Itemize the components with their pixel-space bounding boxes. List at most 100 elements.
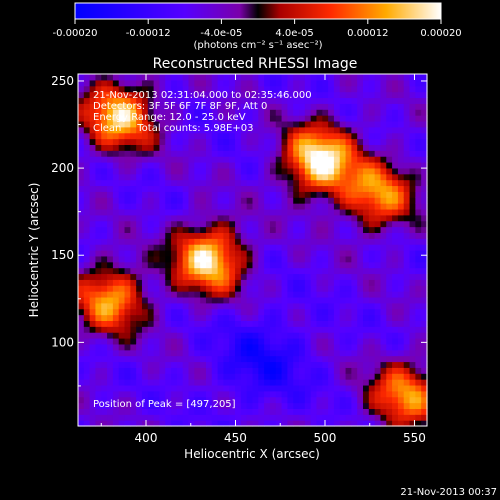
heatmap-cell — [153, 132, 161, 140]
heatmap-cell — [322, 232, 329, 239]
heatmap-cell — [310, 244, 318, 251]
heatmap-cell — [141, 220, 149, 228]
heatmap-cell — [95, 273, 102, 280]
heatmap-cell — [281, 120, 288, 128]
heatmap-cell — [223, 255, 230, 263]
heatmap-cell — [386, 238, 393, 245]
heatmap-cell — [415, 250, 422, 257]
heatmap-cell — [246, 91, 254, 99]
heatmap-cell — [107, 338, 114, 345]
heatmap-cell — [136, 355, 143, 363]
heatmap-cell — [363, 238, 370, 245]
heatmap-cell — [403, 244, 411, 251]
heatmap-cell — [328, 238, 335, 245]
heatmap-cell — [118, 138, 126, 145]
heatmap-cell — [415, 367, 422, 374]
heatmap-cell — [165, 250, 172, 257]
heatmap-cell — [83, 226, 91, 233]
heatmap-cell — [124, 203, 131, 210]
heatmap-cell — [299, 291, 306, 298]
heatmap-cell — [287, 126, 294, 134]
heatmap-cell — [339, 355, 347, 363]
heatmap-cell — [118, 156, 126, 163]
heatmap-cell — [171, 132, 178, 140]
heatmap-cell — [141, 420, 149, 427]
heatmap-cell — [281, 414, 288, 421]
heatmap-cell — [107, 191, 114, 198]
heatmap-cell — [328, 79, 335, 87]
heatmap-cell — [403, 367, 411, 374]
heatmap-cell — [339, 185, 347, 192]
heatmap-cell — [333, 85, 341, 93]
heatmap-cell — [124, 120, 131, 128]
heatmap-cell — [363, 179, 370, 187]
heatmap-cell — [194, 302, 201, 310]
heatmap-cell — [217, 285, 225, 292]
heatmap-cell — [386, 120, 393, 128]
heatmap-cell — [205, 214, 213, 222]
heatmap-cell — [392, 326, 399, 333]
heatmap-cell — [351, 349, 358, 357]
heatmap-cell — [333, 109, 341, 116]
heatmap-cell — [101, 109, 108, 116]
heatmap-cell — [217, 296, 225, 304]
heatmap-cell — [345, 379, 352, 386]
heatmap-cell — [397, 408, 405, 415]
heatmap-cell — [316, 97, 323, 104]
heatmap-cell — [368, 244, 376, 251]
heatmap-cell — [188, 273, 195, 280]
heatmap-cell — [363, 126, 370, 134]
heatmap-cell — [223, 326, 230, 333]
heatmap-cell — [235, 373, 242, 380]
heatmap-cell — [304, 179, 312, 187]
heatmap-cell — [107, 267, 114, 275]
heatmap-cell — [269, 226, 277, 233]
heatmap-cell — [363, 167, 370, 175]
heatmap-cell — [83, 185, 91, 192]
heatmap-cell — [252, 255, 259, 263]
heatmap-cell — [339, 314, 347, 321]
heatmap-cell — [351, 355, 358, 363]
heatmap-cell — [200, 343, 207, 351]
heatmap-cell — [357, 97, 364, 104]
heatmap-cell — [252, 402, 259, 409]
heatmap-cell — [403, 156, 411, 163]
heatmap-cell — [299, 332, 306, 339]
heatmap-cell — [217, 203, 225, 210]
heatmap-cell — [246, 361, 254, 368]
heatmap-cell — [171, 144, 178, 151]
heatmap-cell — [252, 214, 259, 222]
heatmap-cell — [118, 285, 126, 292]
heatmap-cell — [211, 326, 219, 333]
heatmap-cell — [246, 220, 254, 228]
heatmap-cell — [153, 308, 161, 316]
heatmap-cell — [333, 138, 341, 145]
heatmap-cell — [258, 420, 265, 427]
heatmap-cell — [229, 390, 236, 398]
heatmap-cell — [287, 285, 294, 292]
heatmap-cell — [287, 144, 294, 151]
heatmap-cell — [153, 355, 161, 363]
heatmap-cell — [415, 109, 422, 116]
heatmap-cell — [159, 408, 166, 415]
heatmap-cell — [304, 197, 312, 204]
heatmap-cell — [188, 279, 195, 286]
heatmap-cell — [397, 420, 405, 427]
heatmap-cell — [275, 285, 283, 292]
heatmap-cell — [217, 156, 225, 163]
heatmap-cell — [345, 267, 352, 275]
heatmap-cell — [153, 144, 161, 151]
heatmap-cell — [147, 384, 155, 392]
heatmap-cell — [200, 338, 207, 345]
heatmap-cell — [269, 244, 277, 251]
heatmap-cell — [368, 220, 376, 228]
heatmap-cell — [316, 91, 323, 99]
heatmap-cell — [165, 226, 172, 233]
heatmap-cell — [118, 320, 126, 327]
heatmap-cell — [246, 250, 254, 257]
heatmap-cell — [415, 343, 422, 351]
heatmap-cell — [258, 138, 265, 145]
heatmap-cell — [281, 103, 288, 110]
heatmap-cell — [374, 144, 382, 151]
heatmap-cell — [357, 361, 364, 368]
